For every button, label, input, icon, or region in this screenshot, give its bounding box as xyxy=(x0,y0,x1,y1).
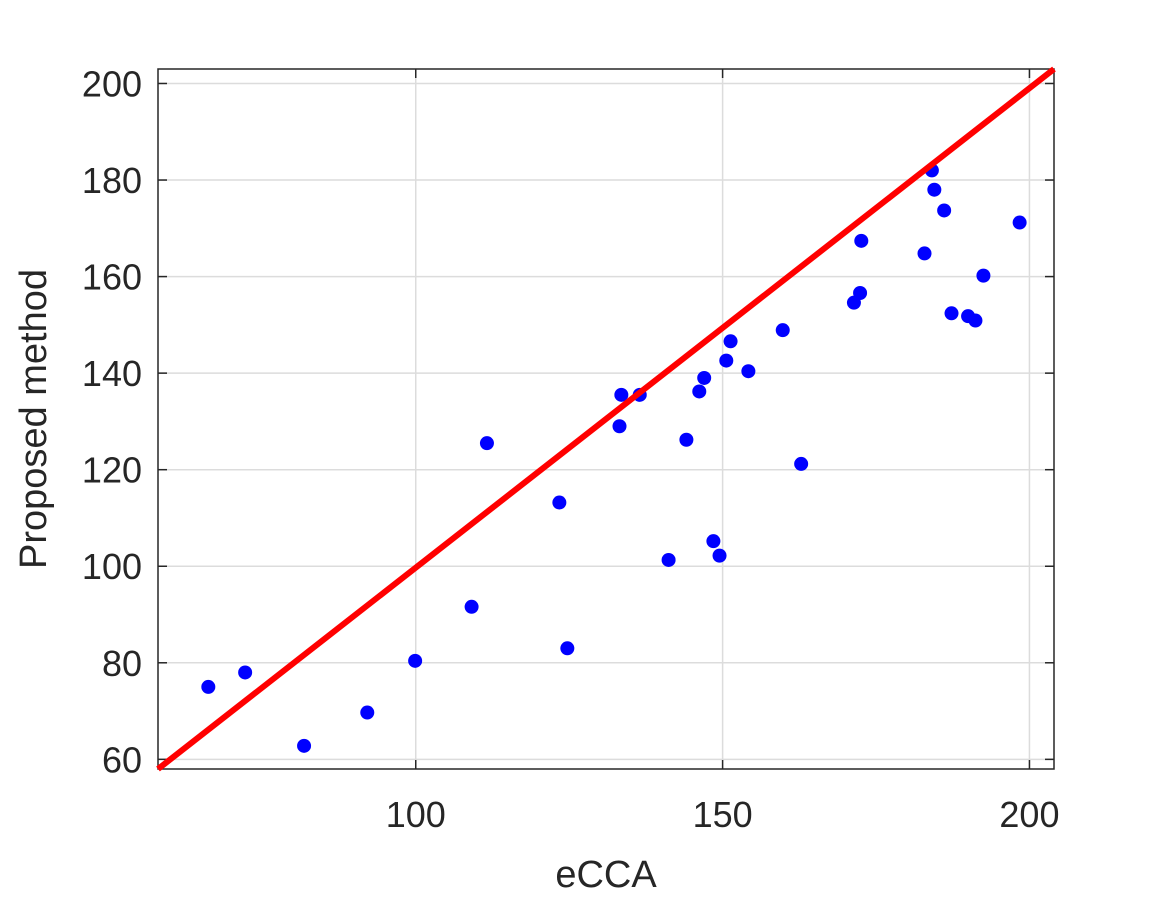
data-point xyxy=(661,552,676,567)
data-point xyxy=(706,534,721,549)
x-tick-labels: 100 150 200 xyxy=(386,794,1060,835)
y-tick-label: 60 xyxy=(102,739,142,780)
y-tick-label: 100 xyxy=(82,546,142,587)
y-tick-label: 180 xyxy=(82,160,142,201)
data-point xyxy=(723,334,738,349)
data-point xyxy=(679,432,694,447)
data-point xyxy=(741,364,756,379)
data-point xyxy=(479,436,494,451)
data-point xyxy=(917,246,932,261)
data-point xyxy=(560,641,575,656)
reference-line xyxy=(156,66,1056,772)
data-point xyxy=(614,387,629,402)
data-point xyxy=(552,495,567,510)
data-point xyxy=(853,286,868,300)
y-axis-label: Proposed method xyxy=(13,269,55,569)
data-point xyxy=(854,233,869,248)
y-tick-labels: 60 80 100 120 140 160 180 200 xyxy=(82,63,142,780)
data-point xyxy=(775,323,790,338)
y-tick-label: 80 xyxy=(102,643,142,684)
data-point xyxy=(937,203,952,218)
data-point xyxy=(408,653,423,668)
data-point xyxy=(692,384,707,399)
y-tick-label: 140 xyxy=(82,353,142,394)
data-point xyxy=(976,268,991,283)
data-point xyxy=(719,353,734,368)
x-tick-label: 150 xyxy=(693,794,753,835)
x-tick-label: 200 xyxy=(999,794,1059,835)
grid-lines xyxy=(158,69,1054,769)
data-point xyxy=(927,182,942,197)
data-point xyxy=(238,665,253,680)
data-point xyxy=(612,419,627,434)
axis-ticks xyxy=(158,69,1054,769)
data-point xyxy=(360,705,375,720)
x-axis-label: eCCA xyxy=(555,854,657,896)
plot-frame xyxy=(157,68,1055,770)
data-point xyxy=(1012,215,1027,230)
y-tick-label: 200 xyxy=(82,63,142,104)
data-point xyxy=(968,313,983,328)
data-point xyxy=(297,738,312,753)
data-points xyxy=(201,163,1027,753)
data-point xyxy=(697,370,712,385)
data-point xyxy=(794,456,809,471)
x-tick-label: 100 xyxy=(386,794,446,835)
y-tick-label: 120 xyxy=(82,450,142,491)
data-point xyxy=(464,599,479,614)
data-point xyxy=(201,679,216,694)
data-point xyxy=(712,548,727,563)
y-tick-label: 160 xyxy=(82,257,142,298)
data-point xyxy=(944,306,959,321)
